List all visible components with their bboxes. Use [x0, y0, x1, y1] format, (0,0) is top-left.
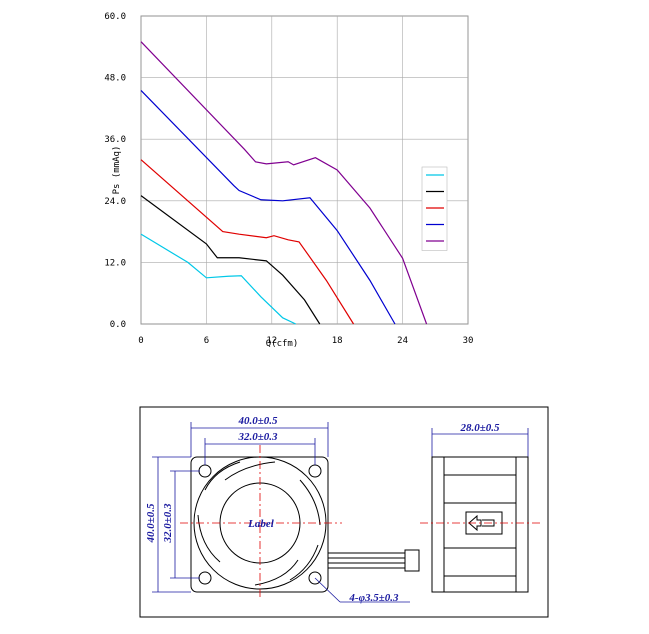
series-line [140, 41, 428, 325]
frame [139, 406, 549, 618]
cable [328, 549, 420, 572]
x-tick-label: 12 [266, 336, 277, 346]
series-line [140, 90, 396, 325]
dimension-label: 40.0±0.5 [237, 415, 278, 427]
dimension-label: 40.0±0.5 [145, 503, 157, 544]
x-tick-label: 30 [463, 336, 474, 346]
x-axis-label: Q(cfm) [266, 339, 299, 349]
series-line [140, 233, 297, 325]
series-line [140, 195, 321, 325]
dimension-label: 28.0±0.5 [459, 422, 500, 434]
y-tick-label: 0.0 [110, 320, 126, 330]
x-tick-label: 18 [332, 336, 343, 346]
y-tick-label: 24.0 [104, 197, 126, 207]
legend-box [421, 166, 448, 251]
y-tick-label: 48.0 [104, 74, 126, 84]
x-tick-label: 6 [204, 336, 209, 346]
x-tick-label: 0 [138, 336, 143, 346]
label-text: Label [247, 518, 275, 530]
y-tick-label: 60.0 [104, 12, 126, 22]
blades [197, 461, 321, 586]
chart: Ps (mmAq) Q(cfm) 0.0 12.0 24.0 36.0 48.0 60.0… [104, 12, 473, 349]
series-line [140, 159, 355, 325]
dimension-lines [152, 422, 529, 603]
drawing: 40.0±0.5 32.0±0.3 28.0±0.5 40.0±0.5 32.0… [139, 406, 549, 618]
x-tick-label: 24 [397, 336, 408, 346]
dimension-label: 32.0±0.3 [162, 503, 174, 544]
dimension-label: 4-φ3.5±0.3 [348, 592, 399, 604]
dimension-label: 32.0±0.3 [237, 431, 278, 443]
y-axis-label: Ps (mmAq) [112, 146, 122, 195]
y-tick-label: 36.0 [104, 135, 126, 145]
plot-area [140, 15, 469, 325]
fan-side [431, 456, 529, 593]
y-tick-label: 12.0 [104, 258, 126, 268]
